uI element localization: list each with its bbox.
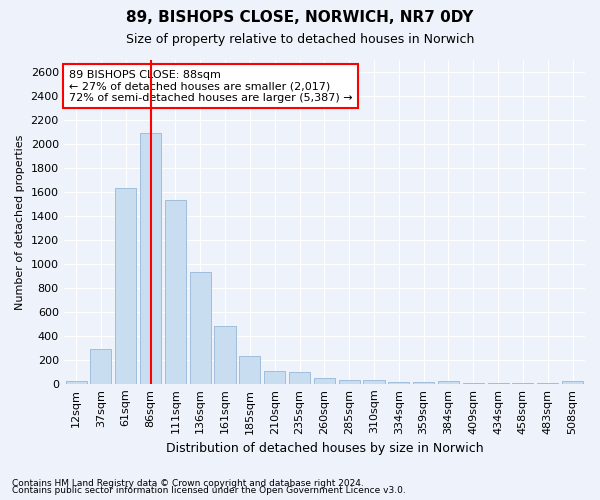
Bar [115,188,136,384]
X-axis label: Distribution of detached houses by size in Norwich: Distribution of detached houses by size … [166,442,483,455]
Text: Contains HM Land Registry data © Crown copyright and database right 2024.: Contains HM Land Registry data © Crown c… [12,478,364,488]
Bar [413,382,434,384]
Bar [140,133,161,384]
Bar [264,370,285,384]
Bar [289,372,310,384]
Bar [537,383,559,384]
Bar [512,383,533,384]
Bar [190,272,211,384]
Bar [65,381,86,384]
Bar [338,380,360,384]
Text: Size of property relative to detached houses in Norwich: Size of property relative to detached ho… [126,32,474,46]
Bar [214,326,236,384]
Bar [562,381,583,384]
Text: 89, BISHOPS CLOSE, NORWICH, NR7 0DY: 89, BISHOPS CLOSE, NORWICH, NR7 0DY [127,10,473,25]
Bar [438,382,459,384]
Bar [463,382,484,384]
Y-axis label: Number of detached properties: Number of detached properties [15,134,25,310]
Bar [388,382,409,384]
Bar [314,378,335,384]
Text: Contains public sector information licensed under the Open Government Licence v3: Contains public sector information licen… [12,486,406,495]
Bar [364,380,385,384]
Text: 89 BISHOPS CLOSE: 88sqm
← 27% of detached houses are smaller (2,017)
72% of semi: 89 BISHOPS CLOSE: 88sqm ← 27% of detache… [69,70,353,103]
Bar [488,382,509,384]
Bar [165,200,186,384]
Bar [239,356,260,384]
Bar [91,349,112,384]
